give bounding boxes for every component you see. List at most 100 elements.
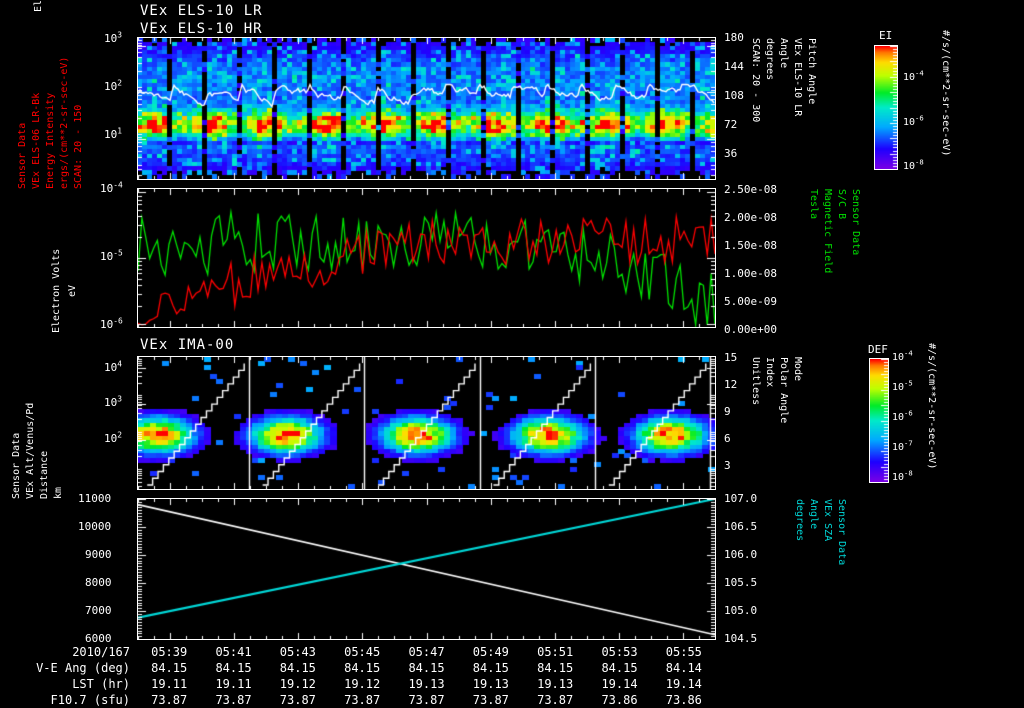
panel4-right-label-2: Angle bbox=[808, 499, 819, 530]
footer-cell-r3-c3: 73.87 bbox=[344, 693, 381, 707]
panel1-left-axis-units: eV bbox=[49, 0, 60, 38]
panel4-ytick-0: 11000 bbox=[78, 492, 112, 505]
panel1-left-axis-label-l1: Electron Energy bbox=[33, 0, 44, 12]
panel1-title-line2: VEx ELS-10 HR bbox=[140, 21, 263, 37]
panel2-right-label-0: Sensor Data bbox=[850, 189, 861, 256]
panel3-title: VEx IMA-00 bbox=[140, 337, 235, 353]
footer-cell-r0-c8: 05:55 bbox=[665, 645, 702, 659]
footer-cell-r1-c3: 84.15 bbox=[344, 661, 381, 675]
panel4-ytick-3: 8000 bbox=[85, 576, 112, 589]
colorbar1-tick-2: 10-8 bbox=[903, 157, 924, 172]
panel3-ytick-r-4: 3 bbox=[724, 459, 731, 472]
panel2-plot-frame bbox=[137, 188, 716, 328]
panel1-left-axis-label: Electron Energy bbox=[33, 0, 44, 38]
panel3-right-label-2: Index bbox=[764, 357, 775, 388]
panel3-right-label-3: Unitless bbox=[750, 357, 761, 406]
panel1-right-label-3: degrees bbox=[764, 38, 775, 81]
panel4-right-label-0: Sensor Data bbox=[836, 499, 847, 566]
colorbar1-gradient bbox=[874, 45, 898, 170]
panel4-ytick-r-3: 105.5 bbox=[724, 576, 758, 589]
footer-cell-r0-c1: 05:41 bbox=[215, 645, 252, 659]
footer-cell-r2-c5: 19.13 bbox=[472, 677, 509, 691]
panel4-right-label-1: VEx SZA bbox=[822, 499, 833, 542]
footer-cell-r3-c1: 73.87 bbox=[215, 693, 252, 707]
colorbar2-tick-3: 10-7 bbox=[892, 438, 913, 453]
colorbar2-tick-4: 10-8 bbox=[892, 468, 913, 483]
panel1-right-label-0: Pitch Angle bbox=[806, 38, 817, 105]
panel2-ytick-r-5: 0.00e+00 bbox=[724, 323, 777, 336]
footer-cell-r3-c2: 73.87 bbox=[279, 693, 316, 707]
footer-cell-r1-c4: 84.15 bbox=[408, 661, 445, 675]
footer-cell-r2-c8: 19.14 bbox=[665, 677, 702, 691]
panel3-right-label-0: Mode bbox=[792, 357, 803, 382]
footer-cell-r0-c2: 05:43 bbox=[279, 645, 316, 659]
panel2-left-label-4: SCAN: 20 - 150 bbox=[73, 104, 84, 189]
panel4-left-label-1: VEx Alt/Venus/Pd bbox=[25, 402, 36, 499]
panel4-ytick-r-0: 107.0 bbox=[724, 492, 758, 505]
panel1-right-label-4: SCAN: 20 - 300 bbox=[750, 38, 761, 123]
footer-cell-r1-c8: 84.14 bbox=[665, 661, 702, 675]
colorbar1-tick-0: 10-4 bbox=[903, 68, 924, 83]
panel4-ytick-4: 7000 bbox=[85, 604, 112, 617]
footer-cell-r2-c2: 19.12 bbox=[279, 677, 316, 691]
panel4-ytick-r-2: 106.0 bbox=[724, 548, 758, 561]
colorbar1-tick-1: 10-6 bbox=[903, 113, 924, 128]
panel4-right-label-3: degrees bbox=[794, 499, 805, 542]
footer-cell-r2-c3: 19.12 bbox=[344, 677, 381, 691]
panel2-ytick-2: 10-6 bbox=[100, 316, 123, 331]
panel3-left-axis-units: eV bbox=[67, 284, 78, 297]
footer-cell-r2-c0: 19.11 bbox=[151, 677, 188, 691]
footer-cell-r3-c4: 73.87 bbox=[408, 693, 445, 707]
panel1-right-label-2: Angle bbox=[778, 38, 789, 69]
panel2-ytick-r-4: 5.00e-09 bbox=[724, 295, 777, 308]
panel2-left-label-3: ergs/(cm**2-sr-sec-eV) bbox=[59, 56, 70, 189]
footer-row-label-1: V-E Ang (deg) bbox=[36, 661, 130, 675]
panel3-left-axis-label: Electron Volts bbox=[51, 248, 62, 333]
panel1-ytick-r-3: 72 bbox=[724, 118, 738, 131]
panel4-left-label-0: Sensor Data bbox=[11, 432, 22, 499]
footer-cell-r0-c0: 05:39 bbox=[151, 645, 188, 659]
panel1-right-label-1: VEx ELS-10 LR bbox=[792, 38, 803, 117]
panel4-left-label-2: Distance bbox=[39, 450, 50, 499]
footer-cell-r1-c1: 84.15 bbox=[215, 661, 252, 675]
panel2-left-label-1: VEx ELS-06 LR-Bk bbox=[31, 92, 42, 189]
footer-cell-r0-c5: 05:49 bbox=[472, 645, 509, 659]
panel3-ytick-r-0: 15 bbox=[724, 351, 738, 364]
panel3-ytick-0: 104 bbox=[104, 359, 123, 374]
panel1-plot-frame bbox=[137, 37, 716, 180]
footer-cell-r2-c7: 19.14 bbox=[601, 677, 638, 691]
panel4-left-label-3: km bbox=[53, 486, 64, 499]
panel4-ytick-1: 10000 bbox=[78, 520, 112, 533]
panel2-ytick-1: 10-5 bbox=[100, 248, 123, 263]
colorbar2-tick-0: 10-4 bbox=[892, 348, 913, 363]
panel1-ytick-r-0: 180 bbox=[724, 31, 744, 44]
footer-cell-r2-c6: 19.13 bbox=[537, 677, 574, 691]
panel3-ytick-1: 103 bbox=[104, 394, 123, 409]
panel2-left-label-0: Sensor Data bbox=[17, 122, 28, 189]
footer-cell-r3-c5: 73.87 bbox=[472, 693, 509, 707]
panel3-ytick-r-3: 6 bbox=[724, 432, 731, 445]
panel2-right-label-2: Magnetic Field bbox=[822, 189, 833, 274]
footer-row-label-0: 2010/167 bbox=[72, 645, 130, 659]
panel4-ytick-r-5: 104.5 bbox=[724, 632, 758, 645]
footer-row-label-3: F10.7 (sfu) bbox=[50, 693, 130, 707]
panel1-ytick-r-1: 144 bbox=[724, 60, 744, 73]
footer-cell-r1-c2: 84.15 bbox=[279, 661, 316, 675]
footer-cell-r1-c5: 84.15 bbox=[472, 661, 509, 675]
panel2-ytick-0: 10-4 bbox=[100, 180, 123, 195]
footer-cell-r0-c6: 05:51 bbox=[537, 645, 574, 659]
colorbar2-tick-2: 10-6 bbox=[892, 408, 913, 423]
footer-cell-r2-c1: 19.11 bbox=[215, 677, 252, 691]
colorbar2-tick-1: 10-5 bbox=[892, 378, 913, 393]
colorbar1-units: #/s/(cm**2-sr-sec-eV) bbox=[940, 30, 951, 157]
panel4-ytick-5: 6000 bbox=[85, 632, 112, 645]
panel3-ytick-r-2: 9 bbox=[724, 405, 731, 418]
panel1-ytick-1: 102 bbox=[104, 78, 123, 93]
footer-cell-r3-c7: 73.86 bbox=[601, 693, 638, 707]
panel1-ytick-r-4: 36 bbox=[724, 147, 738, 160]
footer-cell-r1-c0: 84.15 bbox=[151, 661, 188, 675]
footer-cell-r3-c8: 73.86 bbox=[665, 693, 702, 707]
footer-cell-r0-c7: 05:53 bbox=[601, 645, 638, 659]
footer-cell-r3-c0: 73.87 bbox=[151, 693, 188, 707]
